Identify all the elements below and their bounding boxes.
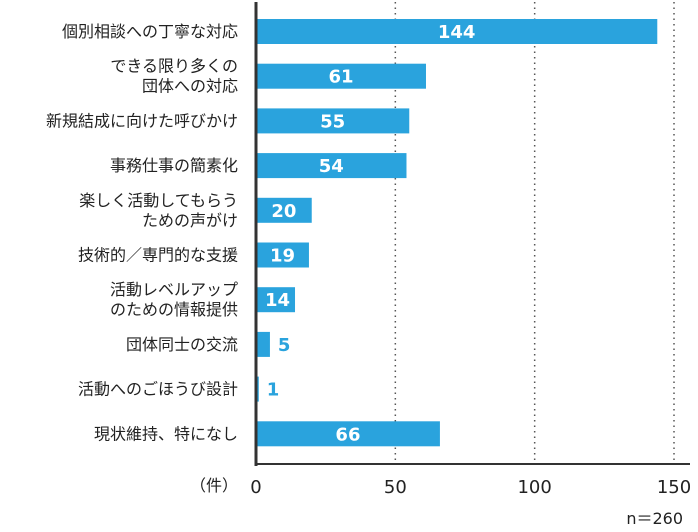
x-tick-label: 150 bbox=[657, 477, 691, 498]
category-label: 現状維持、特になし bbox=[94, 424, 238, 443]
data-label: 54 bbox=[319, 156, 344, 177]
bar bbox=[256, 242, 309, 268]
bar bbox=[256, 153, 407, 179]
bar bbox=[256, 331, 270, 357]
x-tick-labels: 0 50 100 150 bbox=[250, 477, 691, 498]
data-label: 14 bbox=[265, 290, 290, 311]
grid-lines bbox=[394, 2, 675, 464]
data-label: 20 bbox=[271, 201, 296, 222]
bars bbox=[256, 19, 658, 447]
category-label: 技術的／専門的な支援 bbox=[78, 246, 238, 265]
sample-size-label: n＝260 bbox=[626, 509, 683, 528]
category-labels: 個別相談への丁寧な対応できる限り多くの団体への対応新規結成に向けた呼びかけ事務仕… bbox=[46, 22, 238, 443]
data-label: 1 bbox=[267, 380, 280, 401]
category-label: 活動へのごほうび設計 bbox=[78, 380, 238, 399]
value-labels: 144 61 55 54 20 19 14 5 1 66 bbox=[265, 22, 475, 445]
data-label: 55 bbox=[320, 111, 345, 132]
category-label: 活動レベルアップ bbox=[110, 280, 238, 299]
category-label: 楽しく活動してもらう bbox=[79, 191, 238, 210]
category-label: 新規結成に向けた呼びかけ bbox=[46, 111, 238, 130]
data-label: 66 bbox=[335, 424, 360, 445]
bar bbox=[256, 63, 426, 89]
unit-label: （件） bbox=[190, 476, 238, 495]
x-tick-label: 0 bbox=[250, 477, 261, 498]
data-label: 144 bbox=[438, 22, 476, 43]
category-label: 個別相談への丁寧な対応 bbox=[62, 22, 238, 41]
category-label: 事務仕事の簡素化 bbox=[110, 156, 238, 175]
bar bbox=[256, 19, 658, 44]
data-label: 61 bbox=[328, 67, 353, 88]
x-tick-label: 50 bbox=[384, 477, 407, 498]
bar bbox=[256, 287, 296, 313]
data-label: 5 bbox=[278, 335, 291, 356]
axes bbox=[254, 2, 690, 466]
category-label: 団体同士の交流 bbox=[126, 335, 238, 354]
data-label: 19 bbox=[270, 246, 295, 267]
category-label: のための情報提供 bbox=[110, 300, 238, 319]
bar bbox=[256, 197, 312, 223]
category-label: 団体への対応 bbox=[142, 77, 238, 96]
category-label: ための声がけ bbox=[142, 211, 238, 230]
bar bbox=[256, 108, 410, 134]
x-tick-label: 100 bbox=[517, 477, 551, 498]
bar bbox=[256, 421, 440, 447]
category-label: できる限り多くの bbox=[110, 57, 238, 76]
